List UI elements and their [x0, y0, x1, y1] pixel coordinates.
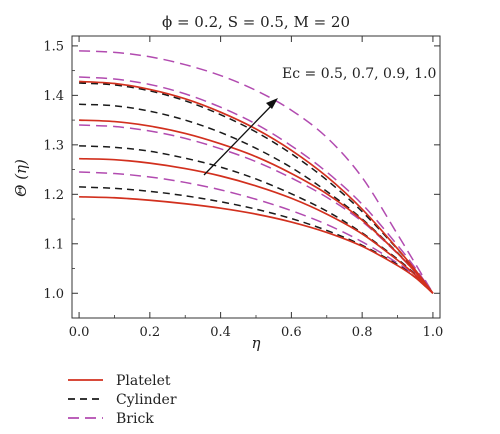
series-lines	[79, 50, 434, 294]
plot-area	[72, 36, 440, 318]
y-tick-label: 1.1	[43, 237, 64, 252]
x-tick-label: 0.6	[281, 325, 302, 340]
y-tick-label: 1.4	[43, 89, 64, 104]
legend: Platelet Cylinder Brick	[68, 373, 177, 427]
y-tick-label: 1.0	[43, 287, 64, 302]
ec-annotation: Ec = 0.5, 0.7, 0.9, 1.0	[203, 66, 436, 176]
platelet-curve-3	[79, 119, 434, 294]
axis-ticks: 0.0 0.2 0.4 0.6 0.8 1.0 1.0 1.1 1.2 1.3 1.4 1.5	[43, 36, 443, 340]
brick-curve-2	[79, 124, 434, 294]
x-tick-label: 1.0	[423, 325, 444, 340]
x-tick-label: 0.8	[352, 325, 373, 340]
annotation-arrow-line	[203, 103, 274, 176]
x-tick-label: 0.4	[210, 325, 231, 340]
legend-label-brick: Brick	[116, 411, 154, 427]
y-axis-label: Θ (η)	[12, 159, 30, 197]
y-tick-label: 1.3	[43, 138, 64, 153]
y-tick-label: 1.2	[43, 188, 64, 203]
brick-curve-3	[79, 76, 434, 294]
platelet-curve-4	[79, 80, 434, 294]
legend-label-cylinder: Cylinder	[116, 392, 177, 408]
series-platelet	[79, 80, 434, 294]
cylinder-curve-1	[79, 186, 434, 294]
annotation-text: Ec = 0.5, 0.7, 0.9, 1.0	[282, 66, 436, 82]
y-tick-label: 1.5	[43, 39, 64, 54]
platelet-curve-2	[79, 157, 434, 294]
x-tick-label: 0.2	[140, 325, 161, 340]
chart-title: ϕ = 0.2, S = 0.5, M = 20	[162, 13, 350, 31]
x-tick-label: 0.0	[69, 325, 90, 340]
x-axis-label: η	[252, 334, 261, 352]
platelet-curve-1	[79, 195, 434, 294]
legend-label-platelet: Platelet	[116, 373, 171, 389]
plot-background	[72, 36, 440, 318]
annotation-arrow-head	[266, 98, 278, 109]
